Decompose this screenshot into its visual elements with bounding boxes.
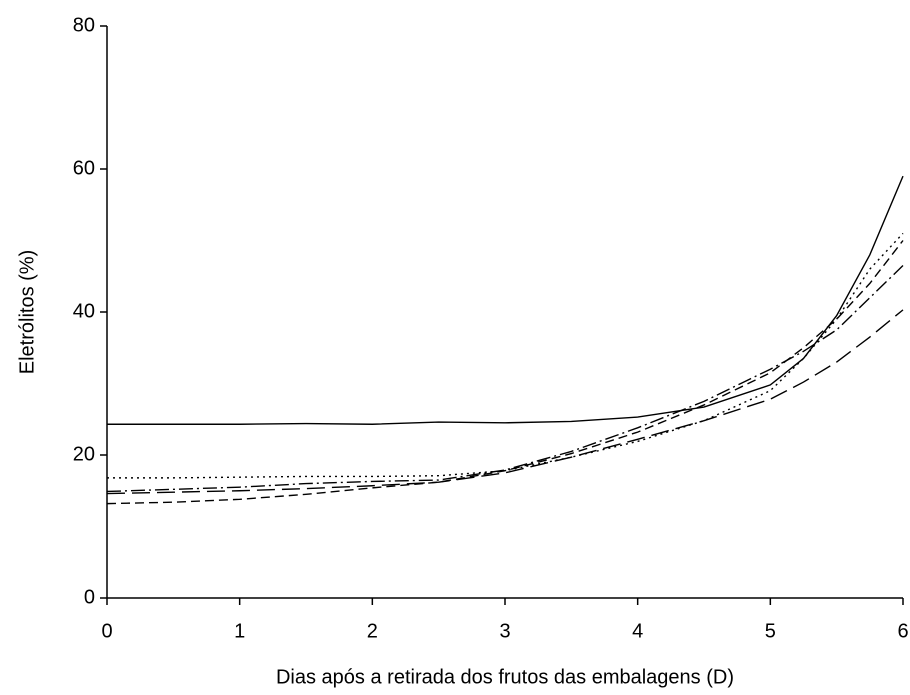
y-tick-label: 40 — [73, 300, 95, 322]
y-axis-label: Eletrólitos (%) — [16, 250, 38, 374]
x-axis-label: Dias após a retirada dos frutos das emba… — [276, 666, 734, 688]
x-tick-label: 2 — [367, 620, 378, 642]
x-tick-label: 0 — [101, 620, 112, 642]
series-line — [106, 240, 904, 505]
series-line — [106, 265, 904, 493]
y-tick-label: 20 — [73, 443, 95, 465]
x-tick-label: 5 — [765, 620, 776, 642]
x-tick-label: 6 — [897, 620, 908, 642]
x-tick-label: 4 — [632, 620, 643, 642]
series-line — [106, 309, 904, 495]
x-tick-label: 1 — [234, 620, 245, 642]
x-tick-label: 3 — [499, 620, 510, 642]
y-tick-label: 0 — [84, 586, 95, 608]
series-line — [107, 175, 904, 425]
y-tick-label: 60 — [73, 157, 95, 179]
series-line — [107, 232, 904, 479]
y-tick-label: 80 — [73, 14, 95, 36]
